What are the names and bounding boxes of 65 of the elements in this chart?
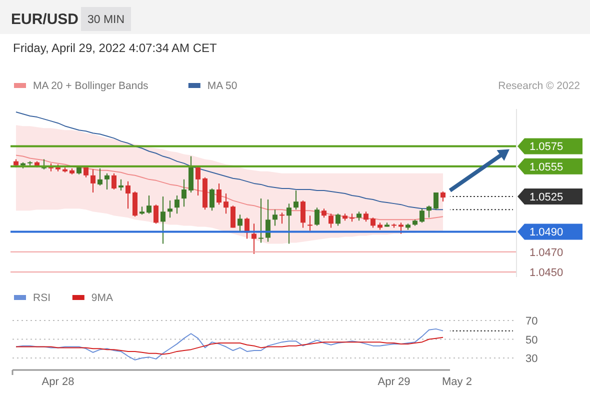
candlestick bbox=[440, 190, 446, 202]
candlestick bbox=[112, 172, 116, 190]
candlestick bbox=[42, 158, 46, 170]
candlestick bbox=[322, 208, 326, 218]
candlestick bbox=[188, 156, 194, 193]
line-series bbox=[16, 328, 444, 360]
y-tick-label: 1.0555 bbox=[530, 161, 564, 174]
candlestick bbox=[238, 214, 242, 232]
y-tick-label: 30 bbox=[526, 353, 538, 366]
candlestick bbox=[168, 200, 172, 218]
candlestick bbox=[174, 195, 180, 214]
candlestick bbox=[420, 208, 424, 224]
y-tick-label: 1.0490 bbox=[530, 226, 564, 239]
candlestick bbox=[272, 209, 278, 226]
candlestick bbox=[160, 196, 166, 244]
legend-label: MA 50 bbox=[207, 80, 238, 92]
candlestick bbox=[230, 205, 236, 228]
x-tick-label: Apr 28 bbox=[42, 376, 74, 388]
chart-title: EUR/USD bbox=[11, 11, 79, 28]
x-tick-label: Apr 29 bbox=[378, 376, 410, 388]
candlestick bbox=[210, 188, 214, 212]
candlestick bbox=[104, 172, 110, 190]
y-tick-label: 1.0470 bbox=[530, 246, 564, 259]
candlestick bbox=[280, 212, 284, 224]
candlestick bbox=[216, 182, 222, 206]
candlestick bbox=[224, 193, 228, 214]
candlestick bbox=[258, 198, 264, 244]
candlestick bbox=[90, 168, 96, 193]
candlestick bbox=[300, 200, 306, 228]
candlestick bbox=[356, 211, 362, 222]
chart-subtitle: Friday, April 29, 2022 4:07:34 AM CET bbox=[13, 41, 218, 55]
candlestick bbox=[154, 204, 158, 224]
x-tick-label: May 2 bbox=[442, 376, 472, 388]
candlestick bbox=[328, 213, 334, 228]
candlestick bbox=[314, 207, 320, 226]
candlestick bbox=[336, 213, 340, 226]
candlestick bbox=[196, 166, 200, 196]
candlestick bbox=[182, 178, 186, 208]
candlestick bbox=[426, 205, 432, 218]
candlestick bbox=[286, 203, 292, 244]
candlestick bbox=[398, 222, 404, 234]
candlestick bbox=[370, 217, 376, 228]
y-tick-label: 70 bbox=[526, 316, 538, 328]
candlestick bbox=[308, 215, 312, 232]
y-tick-label: 50 bbox=[526, 334, 538, 346]
candlestick bbox=[252, 223, 256, 254]
candlestick bbox=[434, 192, 438, 210]
y-tick-label: 1.0575 bbox=[530, 141, 564, 154]
candlestick bbox=[146, 195, 152, 214]
candlestick bbox=[266, 199, 270, 242]
candlestick bbox=[126, 180, 130, 210]
candlestick bbox=[98, 168, 102, 186]
line-series bbox=[16, 336, 444, 355]
legend-label: 9MA bbox=[91, 292, 113, 304]
text: Research © 2022 bbox=[498, 80, 580, 92]
line-series bbox=[16, 112, 444, 210]
candlestick bbox=[118, 178, 124, 191]
candlestick bbox=[294, 190, 298, 210]
legend-label: RSI bbox=[33, 292, 51, 304]
text: 30 MIN bbox=[87, 14, 125, 26]
data-label: 1.0525 bbox=[530, 192, 564, 204]
y-tick-label: 1.0450 bbox=[530, 266, 564, 279]
candlestick bbox=[132, 190, 138, 218]
legend-label: MA 20 + Bollinger Bands bbox=[33, 80, 148, 92]
candlestick bbox=[364, 211, 368, 222]
